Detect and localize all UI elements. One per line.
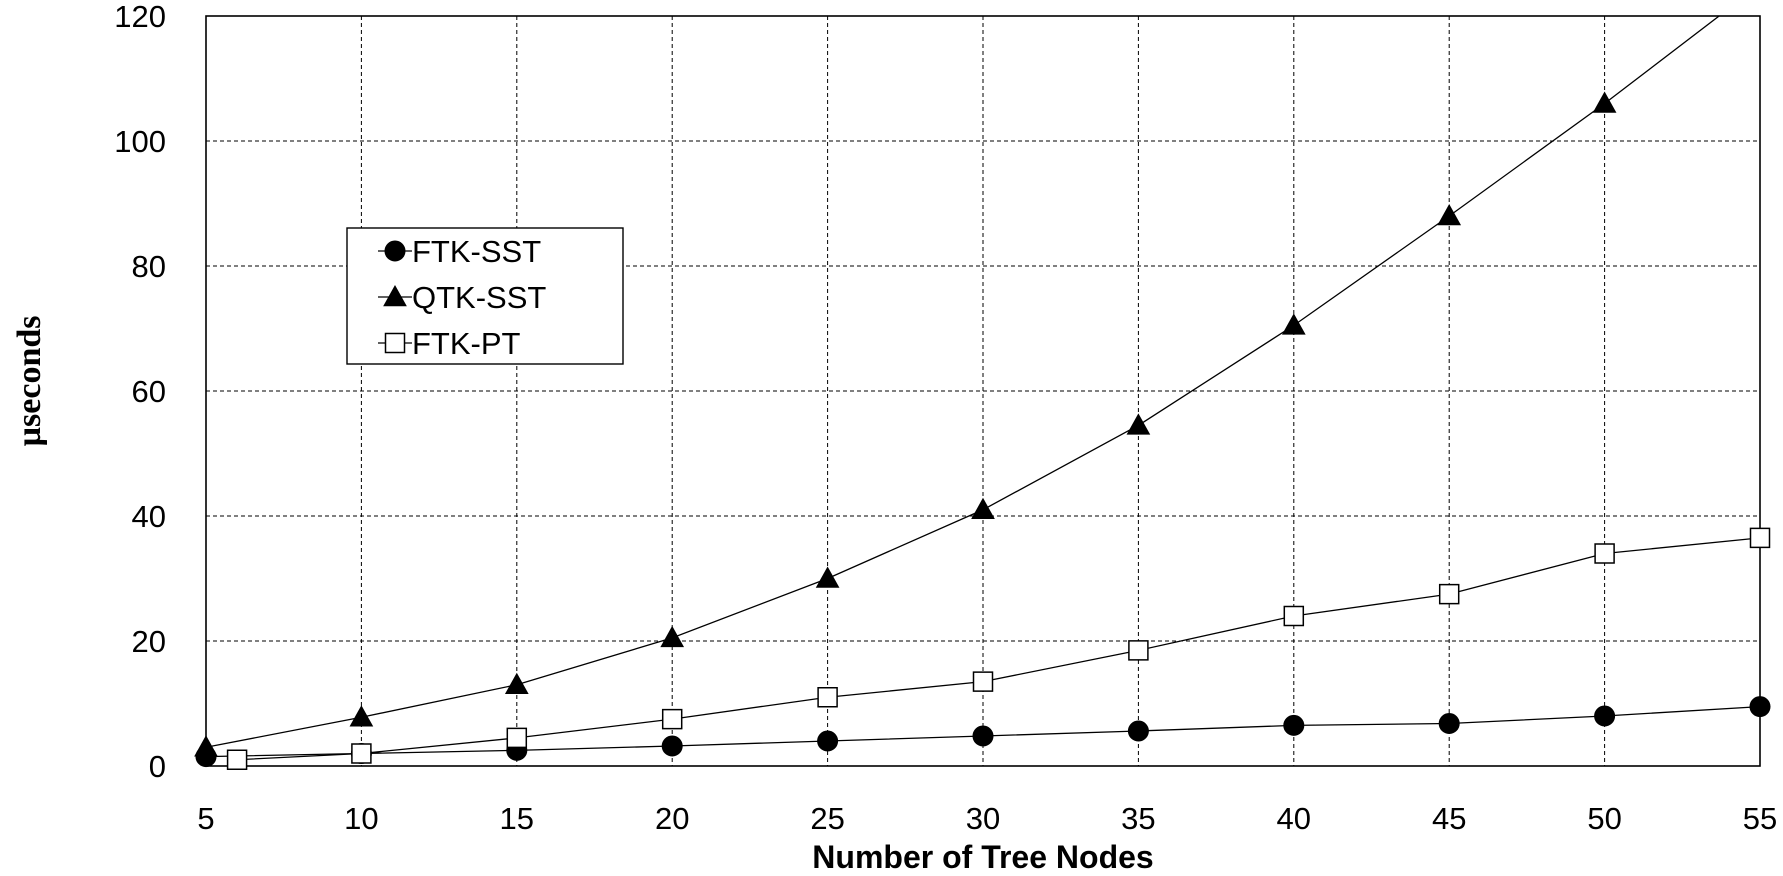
grid — [206, 16, 1760, 766]
x-tick-label: 55 — [1743, 801, 1777, 836]
data-point-qtk-sst — [349, 705, 374, 727]
series — [206, 16, 1760, 761]
y-tick-label: 100 — [114, 124, 166, 159]
x-tick-label: 15 — [500, 801, 534, 836]
data-point-ftk-pt — [1594, 543, 1615, 564]
legend-label-ftk-sst: FTK-SST — [412, 234, 541, 269]
data-point-ftk-sst — [1283, 714, 1305, 736]
y-axis-tick-labels: 0 20 40 60 80 100 120 — [114, 0, 166, 784]
legend-marker-ftk-sst — [384, 240, 406, 262]
data-point-ftk-pt — [817, 687, 838, 708]
legend: FTK-SST QTK-SST FTK-PT — [346, 227, 624, 365]
plot-area-frame — [205, 15, 1761, 767]
legend-marker-qtk-sst — [383, 284, 407, 307]
data-point-ftk-pt — [351, 743, 372, 764]
data-point-qtk-sst — [1126, 413, 1151, 435]
x-tick-label: 10 — [344, 801, 378, 836]
x-axis-label: Number of Tree Nodes — [812, 839, 1153, 875]
x-tick-label: 20 — [655, 801, 689, 836]
x-axis-tick-labels: 5 10 15 20 25 30 35 40 45 50 55 — [197, 801, 1777, 836]
data-point-ftk-pt — [1128, 640, 1149, 661]
data-point-ftk-pt — [1438, 583, 1460, 605]
data-point-qtk-sst — [194, 735, 218, 757]
legend-marker-ftk-pt — [384, 332, 406, 354]
data-point-qtk-sst — [815, 566, 840, 588]
y-tick-label: 80 — [132, 249, 166, 284]
data-point-qtk-sst — [1592, 91, 1617, 113]
x-tick-label: 50 — [1587, 801, 1621, 836]
x-tick-label: 40 — [1277, 801, 1311, 836]
series-line-ftk-pt — [237, 537, 1760, 761]
data-point-ftk-sst — [817, 730, 839, 752]
legend-label-ftk-pt: FTK-PT — [412, 326, 521, 361]
x-tick-label: 30 — [966, 801, 1000, 836]
data-point-ftk-sst — [972, 725, 994, 747]
x-tick-label: 5 — [197, 801, 214, 836]
data-point-qtk-sst — [1437, 203, 1462, 226]
data-point-ftk-sst — [1594, 705, 1616, 727]
x-tick-label: 35 — [1121, 801, 1155, 836]
data-point-ftk-pt — [972, 671, 994, 692]
x-tick-label: 25 — [810, 801, 844, 836]
data-point-ftk-sst — [1749, 696, 1771, 718]
data-point-ftk-sst — [1127, 720, 1149, 742]
data-point-qtk-sst — [971, 497, 995, 520]
y-tick-label: 60 — [132, 374, 166, 409]
data-point-qtk-sst — [1281, 313, 1306, 335]
y-axis-label: µseconds — [11, 315, 48, 446]
data-point-qtk-sst — [660, 625, 685, 648]
y-tick-label: 0 — [149, 749, 166, 784]
data-point-ftk-pt — [1283, 605, 1305, 627]
y-tick-label: 120 — [114, 0, 166, 34]
data-point-ftk-pt — [506, 727, 528, 749]
y-tick-label: 20 — [132, 624, 166, 659]
data-point-ftk-sst — [661, 735, 683, 757]
data-point-ftk-pt — [226, 749, 248, 770]
legend-label-qtk-sst: QTK-SST — [412, 280, 546, 315]
data-point-qtk-sst — [504, 672, 529, 695]
y-tick-label: 40 — [132, 499, 166, 534]
data-point-ftk-sst — [1438, 713, 1460, 734]
data-point-ftk-pt — [661, 708, 683, 730]
x-tick-label: 45 — [1432, 801, 1466, 836]
markers — [194, 91, 1771, 770]
data-point-ftk-pt — [1749, 527, 1771, 549]
